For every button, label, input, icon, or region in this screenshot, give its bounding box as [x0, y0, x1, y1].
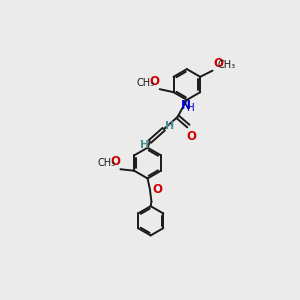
- Text: O: O: [110, 155, 120, 168]
- Text: H: H: [140, 140, 149, 150]
- Text: O: O: [152, 183, 162, 196]
- Text: CH₃: CH₃: [137, 78, 155, 88]
- Text: CH₃: CH₃: [98, 158, 116, 168]
- Text: O: O: [186, 130, 196, 143]
- Text: H: H: [164, 121, 174, 131]
- Text: N: N: [181, 99, 191, 112]
- Text: O: O: [213, 57, 223, 70]
- Text: CH₃: CH₃: [218, 60, 236, 70]
- Text: O: O: [150, 75, 160, 88]
- Text: H: H: [187, 103, 195, 112]
